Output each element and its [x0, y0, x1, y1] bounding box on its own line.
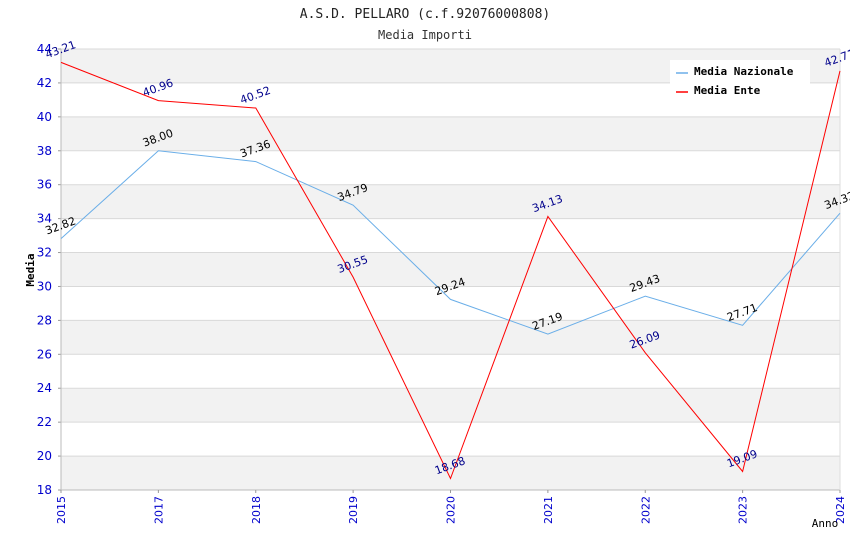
legend: Media Nazionale Media Ente: [670, 60, 810, 102]
y-tick-label-20: 20: [37, 449, 52, 463]
y-tick-label-44: 44: [37, 42, 52, 56]
grid-band: [61, 252, 840, 287]
chart-subtitle: Media Importi: [378, 28, 472, 42]
background-bands: [61, 49, 840, 490]
legend-label-media-nazionale: Media Nazionale: [694, 65, 794, 78]
y-tick-label-36: 36: [37, 178, 52, 192]
x-axis-title: Anno: [812, 517, 839, 530]
y-tick-label-18: 18: [37, 483, 52, 497]
series-lines: [60, 61, 841, 480]
grid-band: [61, 388, 840, 423]
y-tick-label-28: 28: [37, 313, 52, 327]
series-line-media-nazionale: [60, 150, 841, 335]
grid-band: [61, 456, 840, 490]
y-tick-label-34: 34: [37, 212, 52, 226]
x-tick-label-2020: 2020: [445, 496, 458, 524]
y-tick-label-42: 42: [37, 76, 52, 90]
grid-band: [61, 184, 840, 219]
data-label-media-ente: 40.52: [238, 84, 272, 107]
y-tick-label-30: 30: [37, 279, 52, 293]
grid-band: [61, 116, 840, 151]
chart-title: A.S.D. PELLARO (c.f.92076000808): [300, 7, 550, 22]
grid-band: [61, 320, 840, 355]
x-tick-label-2024: 2024: [834, 496, 847, 524]
x-tick-label-2015: 2015: [55, 496, 68, 524]
y-tick-label-22: 22: [37, 415, 52, 429]
y-axis-title: Media: [24, 253, 37, 286]
x-tick-label-2021: 2021: [542, 496, 555, 524]
y-tick-label-26: 26: [37, 347, 52, 361]
y-tick-label-24: 24: [37, 381, 52, 395]
x-tick-label-2019: 2019: [347, 496, 360, 524]
legend-label-media-ente: Media Ente: [694, 84, 761, 97]
x-tick-label-2017: 2017: [152, 496, 165, 524]
legend-box: [670, 60, 810, 102]
x-tick-label-2018: 2018: [250, 496, 263, 524]
y-tick-label-40: 40: [37, 110, 52, 124]
x-tick-label-2023: 2023: [737, 496, 750, 524]
y-tick-label-32: 32: [37, 246, 52, 260]
series-line-media-ente: [60, 61, 841, 480]
y-tick-label-38: 38: [37, 144, 52, 158]
x-tick-label-2022: 2022: [639, 496, 652, 524]
